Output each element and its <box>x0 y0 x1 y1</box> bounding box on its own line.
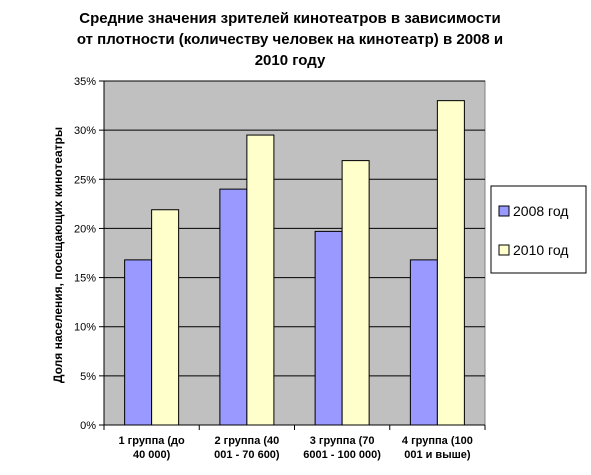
bar-2-1 <box>151 209 180 426</box>
y-tick-label: 0% <box>80 420 96 432</box>
y-tick-label: 15% <box>74 273 96 285</box>
x-category-label: 4 группа (100 001 и выше) <box>402 435 473 461</box>
y-tick-label: 10% <box>74 322 96 334</box>
bar-1-3 <box>314 230 343 426</box>
y-tick-label: 35% <box>74 76 96 88</box>
bar-1-4 <box>409 259 438 426</box>
legend-box <box>490 185 587 274</box>
y-tick-label: 20% <box>74 223 96 235</box>
y-tick-label: 25% <box>74 174 96 186</box>
x-category-label: 1 группа (до 40 000) <box>118 435 185 461</box>
y-tick-label: 5% <box>80 371 96 383</box>
legend-label: 2008 год <box>513 203 568 219</box>
chart-title: Средние значения зрителей кинотеатров в … <box>76 10 504 69</box>
legend: 2008 год 2010 год <box>490 185 587 274</box>
bar-1-1 <box>124 259 153 426</box>
legend-swatch <box>498 205 510 217</box>
bar-2-2 <box>246 134 275 426</box>
y-tick-label: 30% <box>74 125 96 137</box>
y-axis-label: Доля населения, посещающих кинотеатры <box>51 127 65 383</box>
bar-2-4 <box>436 100 465 426</box>
bar-2-3 <box>341 160 370 426</box>
x-category-label: 3 группа (70 6001 - 100 000) <box>303 435 381 461</box>
bar-1-2 <box>219 188 248 426</box>
legend-swatch <box>498 244 510 256</box>
legend-label: 2010 год <box>513 242 568 258</box>
x-category-label: 2 группа (40 001 - 70 600) <box>214 435 280 461</box>
